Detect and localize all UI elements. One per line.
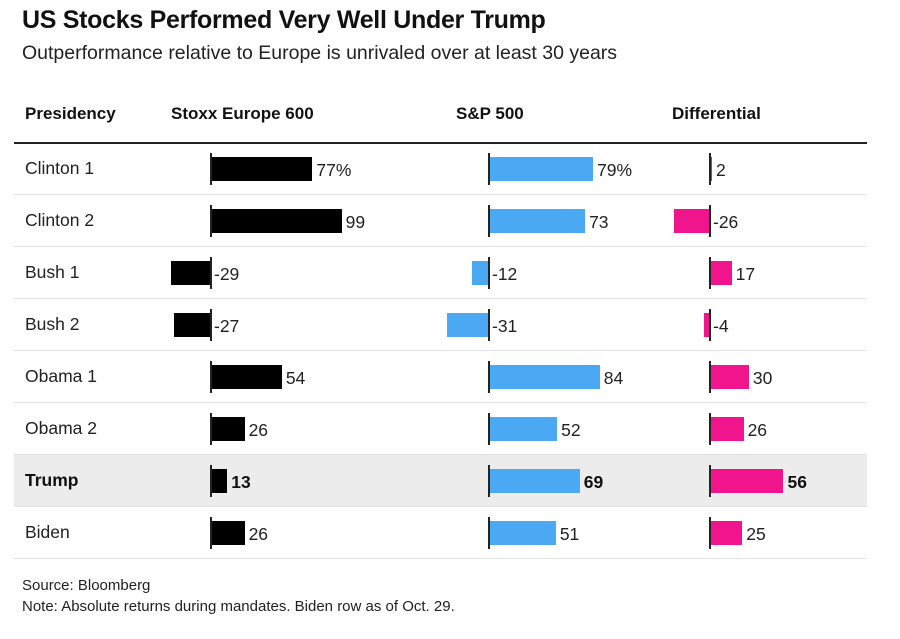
row-label: Obama 1: [25, 366, 97, 386]
axis-line-differential: [709, 309, 711, 341]
bar-sp500: [488, 417, 558, 441]
axis-line-differential: [709, 517, 711, 549]
bar-differential: [709, 261, 732, 285]
bar-sp500: [488, 521, 556, 545]
axis-line-differential: [709, 153, 711, 185]
axis-line-sp500: [488, 309, 490, 341]
value-label-sp500: -31: [492, 316, 518, 336]
value-label-differential: 17: [735, 264, 756, 284]
value-label-sp500: -12: [492, 264, 518, 284]
row-label: Bush 1: [25, 262, 80, 282]
value-label-differential: -26: [713, 212, 739, 232]
value-label-sp500: 73: [589, 212, 609, 232]
axis-line-sp500: [488, 413, 490, 445]
footnote: Note: Absolute returns during mandates. …: [22, 598, 455, 615]
axis-line-stoxx: [210, 309, 212, 341]
axis-line-differential: [709, 413, 711, 445]
row-label: Clinton 2: [25, 210, 95, 230]
value-label-differential: 30: [752, 368, 773, 388]
axis-line-sp500: [488, 361, 490, 393]
axis-line-stoxx: [210, 465, 212, 497]
value-label-sp500: 79%: [597, 160, 633, 180]
bar-sp500: [446, 313, 488, 337]
table-row: Obama 2 26 52 26: [14, 403, 867, 455]
table-row: Obama 1 54 84 30: [14, 351, 867, 403]
bar-differential: [709, 521, 743, 545]
column-header-sp500: S&P 500: [456, 104, 524, 123]
bar-stoxx: [210, 417, 245, 441]
axis-line-differential: [709, 257, 711, 289]
bar-differential: [674, 209, 709, 233]
value-label-sp500: 51: [559, 524, 580, 544]
value-label-differential: 25: [746, 524, 766, 544]
value-label-stoxx: -27: [214, 316, 240, 336]
column-header-differential: Differential: [672, 104, 761, 123]
value-label-stoxx: 26: [248, 524, 269, 544]
bar-sp500: [488, 157, 594, 181]
table-row: Trump 13 69 56: [14, 455, 867, 507]
value-label-stoxx: 77%: [316, 160, 352, 180]
bar-stoxx: [210, 521, 245, 545]
source-note: Source: Bloomberg: [22, 577, 151, 594]
axis-line-stoxx: [210, 205, 212, 237]
bar-sp500: [488, 209, 586, 233]
column-header-presidency: Presidency: [25, 104, 116, 123]
value-label-stoxx: 13: [231, 472, 251, 492]
header-divider: [14, 142, 867, 144]
axis-line-stoxx: [210, 257, 212, 289]
table-row: Bush 1 -29 -12 17: [14, 247, 867, 299]
bar-differential: [709, 417, 744, 441]
row-label: Clinton 1: [25, 158, 95, 178]
value-label-sp500: 52: [561, 420, 581, 440]
table-row: Clinton 1 77% 79% 2: [14, 143, 867, 195]
value-label-sp500: 69: [583, 472, 604, 492]
bar-differential: [703, 313, 709, 337]
bar-stoxx: [171, 261, 210, 285]
axis-line-stoxx: [210, 361, 212, 393]
axis-line-sp500: [488, 257, 490, 289]
bar-stoxx: [210, 209, 342, 233]
table-row: Biden 26 51 25: [14, 507, 867, 559]
chart-title: US Stocks Performed Very Well Under Trum…: [22, 6, 546, 34]
bar-differential: [709, 469, 784, 493]
bar-stoxx: [210, 469, 228, 493]
row-label: Bush 2: [25, 314, 80, 334]
column-header-stoxx: Stoxx Europe 600: [171, 104, 314, 123]
bar-sp500: [472, 261, 488, 285]
table-row: Bush 2 -27 -31 -4: [14, 299, 867, 351]
bar-sp500: [488, 365, 600, 389]
bar-stoxx: [210, 365, 282, 389]
axis-line-differential: [709, 205, 711, 237]
axis-line-stoxx: [210, 517, 212, 549]
value-label-differential: 2: [716, 160, 726, 180]
bar-stoxx: [210, 157, 313, 181]
value-label-stoxx: 54: [285, 368, 306, 388]
value-label-differential: 26: [747, 420, 768, 440]
value-label-stoxx: -29: [214, 264, 240, 284]
bar-differential: [709, 157, 712, 181]
value-label-stoxx: 99: [345, 212, 366, 232]
axis-line-sp500: [488, 465, 490, 497]
bar-stoxx: [174, 313, 210, 337]
chart-subtitle: Outperformance relative to Europe is unr…: [22, 42, 618, 64]
axis-line-differential: [709, 361, 711, 393]
value-label-sp500: 84: [603, 368, 624, 388]
axis-line-sp500: [488, 205, 490, 237]
value-label-stoxx: 26: [248, 420, 269, 440]
axis-line-stoxx: [210, 153, 212, 185]
bar-differential: [709, 365, 749, 389]
row-label: Obama 2: [25, 418, 97, 438]
axis-line-differential: [709, 465, 711, 497]
value-label-differential: 56: [787, 472, 807, 492]
axis-line-sp500: [488, 153, 490, 185]
axis-line-sp500: [488, 517, 490, 549]
value-label-differential: -4: [713, 316, 729, 336]
table-row: Clinton 2 99 73 -26: [14, 195, 867, 247]
axis-line-stoxx: [210, 413, 212, 445]
row-label: Biden: [25, 522, 70, 542]
row-label: Trump: [25, 470, 79, 490]
bar-sp500: [488, 469, 580, 493]
